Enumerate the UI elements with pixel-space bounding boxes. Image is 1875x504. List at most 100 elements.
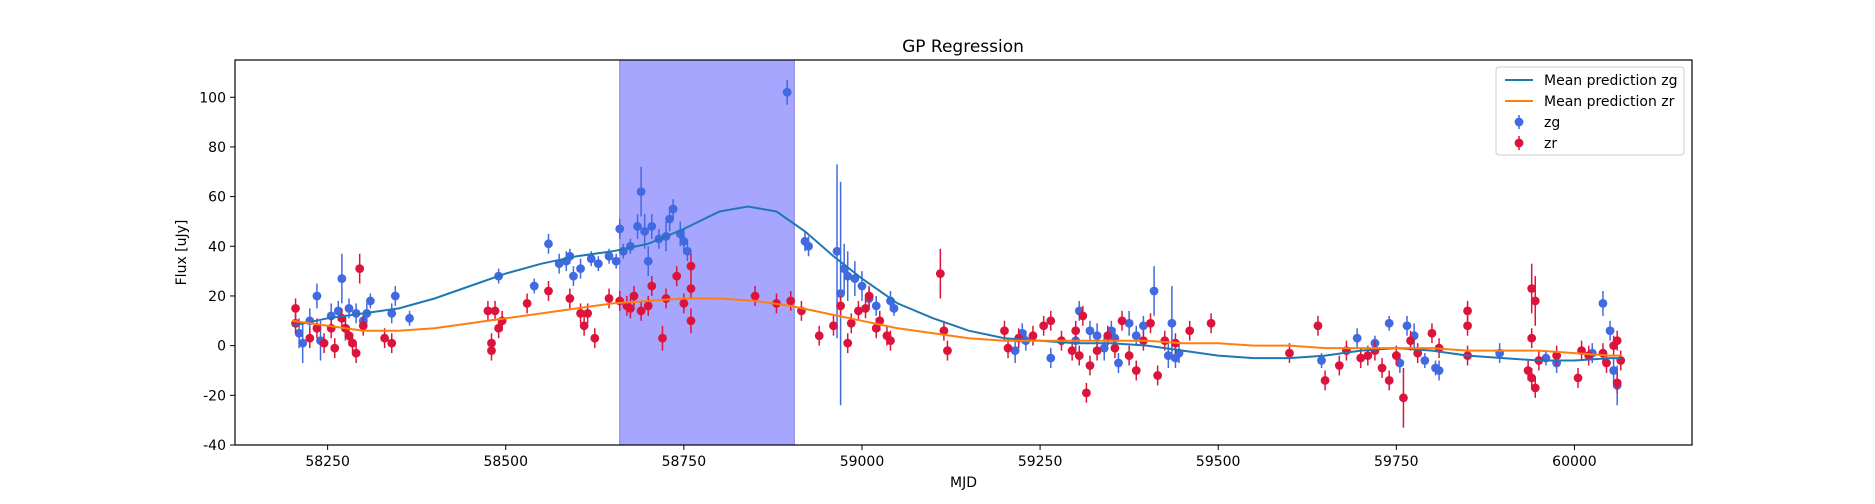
x-axis-ticks: 58250 58500 58750 59000 59250 59500 59750 60000	[305, 445, 1597, 470]
legend-entry-zg: zg	[1514, 115, 1560, 131]
marker-zr	[1074, 351, 1084, 360]
highlight-span	[619, 59, 795, 446]
marker-zr	[1612, 378, 1622, 388]
marker-zr	[312, 323, 322, 333]
marker-zg	[804, 241, 813, 251]
marker-zr	[643, 301, 653, 311]
data-point-zr	[579, 315, 589, 336]
data-point-zg	[640, 214, 650, 249]
marker-zg	[1114, 358, 1123, 368]
data-point-zr	[565, 288, 575, 309]
data-point-zr	[330, 338, 340, 359]
marker-zr	[1071, 326, 1081, 336]
marker-zr	[629, 291, 639, 301]
data-point-zr	[886, 330, 895, 351]
marker-zg	[387, 308, 397, 318]
data-point-zr	[647, 276, 657, 296]
legend-entry-zr: zr	[1514, 136, 1557, 152]
data-point-zg	[298, 323, 308, 364]
marker-zg	[1384, 318, 1394, 328]
marker-zr	[1356, 353, 1366, 363]
legend-entry-mean-prediction-zg: Mean prediction zg	[1505, 73, 1678, 89]
marker-zg	[576, 264, 585, 274]
data-point-zr	[1124, 345, 1134, 366]
marker-zr	[291, 303, 300, 313]
data-point-zr	[1046, 310, 1056, 331]
chart-title: GP Regression	[902, 37, 1024, 57]
data-point-zg	[312, 283, 322, 309]
data-point-zg	[544, 233, 553, 254]
y-tick-label: 20	[208, 289, 226, 305]
marker-zr	[330, 343, 340, 353]
data-point-zg	[569, 266, 578, 287]
marker-zr	[672, 271, 682, 281]
marker-zg	[679, 236, 689, 246]
marker-zg	[683, 246, 692, 256]
marker-zg	[1395, 358, 1405, 368]
marker-zg	[344, 303, 354, 313]
x-tick-label: 58750	[662, 454, 707, 470]
data-point-zr	[1071, 320, 1081, 341]
marker-zr	[886, 336, 895, 346]
marker-zr	[1320, 376, 1330, 385]
marker-zr	[1399, 393, 1408, 403]
data-point-zr	[1146, 313, 1155, 334]
legend-swatch-marker	[1514, 138, 1524, 148]
data-point-zg	[593, 256, 603, 272]
data-point-zg	[1352, 328, 1362, 349]
series-line-mean-prediction-zg	[291, 205, 1621, 362]
data-point-zr	[1342, 340, 1351, 361]
marker-zg	[1434, 366, 1444, 375]
marker-zg	[337, 274, 347, 283]
data-point-zr	[750, 286, 760, 306]
data-point-zr	[935, 248, 945, 299]
y-tick-label: -20	[203, 388, 226, 404]
legend-label: zg	[1544, 115, 1560, 131]
marker-zr	[1146, 318, 1155, 328]
y-tick-label: 0	[217, 339, 226, 355]
marker-zg	[1092, 331, 1102, 341]
data-point-zr	[305, 328, 315, 349]
marker-zr	[380, 333, 390, 343]
data-point-zr	[1334, 355, 1344, 376]
data-point-zg	[1114, 353, 1123, 373]
marker-zr	[658, 333, 667, 343]
marker-zg	[857, 281, 867, 291]
data-point-zr	[643, 295, 653, 316]
marker-zr	[679, 299, 689, 308]
marker-zr	[487, 346, 496, 356]
marker-zr	[1082, 388, 1091, 398]
data-point-zg	[390, 286, 400, 306]
data-point-zr	[875, 310, 885, 331]
marker-zg	[1420, 356, 1430, 365]
marker-zr	[1085, 361, 1095, 370]
data-point-zg	[889, 300, 899, 316]
marker-zr	[1078, 311, 1088, 321]
data-point-zg	[857, 271, 867, 301]
data-point-zr	[1427, 323, 1437, 344]
marker-zr	[1046, 316, 1056, 326]
data-point-zg	[1402, 315, 1412, 336]
marker-zr	[871, 323, 881, 333]
data-point-zr	[1185, 320, 1195, 341]
data-point-zg	[850, 261, 860, 296]
data-point-zg	[365, 293, 375, 309]
data-point-zr	[1028, 325, 1038, 346]
data-point-zg	[1541, 350, 1551, 366]
data-point-zr	[355, 253, 365, 284]
marker-zg	[1138, 321, 1148, 331]
data-point-zr	[829, 315, 838, 336]
marker-zg	[554, 259, 564, 269]
marker-zg	[1605, 326, 1615, 336]
data-point-zr	[544, 281, 553, 301]
data-point-zr	[1082, 382, 1091, 403]
data-point-zr	[326, 318, 336, 339]
marker-zr	[1313, 321, 1323, 331]
marker-zg	[1046, 353, 1056, 363]
marker-zg	[1085, 326, 1095, 336]
marker-zg	[633, 222, 642, 231]
marker-zr	[1612, 336, 1622, 346]
marker-zg	[640, 226, 650, 236]
marker-zg	[405, 313, 414, 323]
data-point-zr	[1612, 372, 1622, 393]
